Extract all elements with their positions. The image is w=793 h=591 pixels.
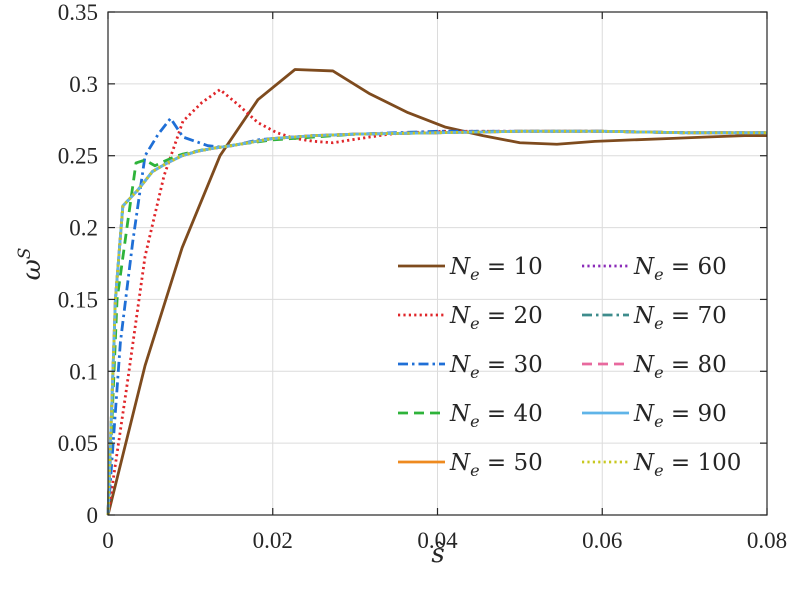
series-lines (106, 68, 767, 516)
legend-label: Ne = 20 (449, 303, 543, 333)
y-tick-label: 0.35 (58, 0, 98, 25)
legend-label-value: = 50 (480, 450, 543, 476)
legend-item: Ne = 30 (398, 352, 543, 382)
series-line-10 (106, 129, 767, 516)
legend-label-sub: e (654, 412, 663, 431)
y-axis-label: ωS (15, 248, 47, 281)
legend-label: Ne = 60 (633, 254, 727, 284)
series-line-1 (106, 68, 767, 516)
y-tick-label: 0.3 (69, 72, 98, 97)
legend-label-var: N (633, 254, 655, 280)
x-tick-label: 0.04 (417, 528, 458, 553)
y-tick-label: 0.1 (69, 359, 98, 384)
legend-label: Ne = 40 (449, 401, 543, 431)
x-axis-label: s̃ (431, 539, 446, 569)
legend-label: Ne = 70 (633, 303, 727, 333)
grid-lines (107, 11, 768, 516)
legend-label-var: N (633, 450, 655, 476)
legend-label-value: = 100 (664, 450, 742, 476)
y-tick-label: 0.15 (58, 287, 98, 312)
y-tick-label: 0.2 (69, 216, 98, 241)
y-axis-label-superscript: S (15, 248, 35, 260)
x-tick-label: 0.02 (253, 528, 293, 553)
legend-label-sub: e (470, 314, 479, 333)
legend-label-value: = 80 (664, 352, 727, 378)
legend-label-var: N (449, 450, 471, 476)
legend-label-value: = 20 (480, 303, 543, 329)
legend-item: Ne = 40 (398, 401, 543, 431)
y-tick-label: 0.25 (58, 144, 98, 169)
legend-label-var: N (449, 401, 471, 427)
legend-label-sub: e (470, 265, 479, 284)
legend-label-value: = 40 (480, 401, 543, 427)
legend-label-value: = 90 (664, 401, 727, 427)
y-tick-label: 0.05 (58, 431, 98, 456)
legend-label-sub: e (654, 314, 663, 333)
x-tick-label: 0 (102, 528, 114, 553)
legend-label: Ne = 80 (633, 352, 727, 382)
legend-label-var: N (633, 401, 655, 427)
y-axis-label-base: ω (17, 259, 47, 280)
legend-label-var: N (449, 303, 471, 329)
legend-label-value: = 70 (664, 303, 727, 329)
legend-label: Ne = 90 (633, 401, 727, 431)
legend-label-value: = 60 (664, 254, 727, 280)
axis-ticks (107, 11, 768, 516)
legend-label-var: N (449, 352, 471, 378)
legend-item: Ne = 80 (582, 352, 727, 382)
x-axis-label-text: s̃ (431, 539, 446, 569)
legend-label: Ne = 50 (449, 450, 543, 480)
x-tick-label: 0.08 (747, 528, 787, 553)
legend-item: Ne = 50 (398, 450, 543, 480)
legend-label: Ne = 10 (449, 254, 543, 284)
legend-label-sub: e (654, 461, 663, 480)
y-tick-labels: 0 0.05 0.1 0.15 0.2 0.25 0.3 0.35 (58, 0, 98, 528)
legend-label-sub: e (654, 363, 663, 382)
legend-item: Ne = 60 (582, 254, 727, 284)
legend-label-var: N (633, 303, 655, 329)
legend-label-sub: e (470, 412, 479, 431)
legend-label-sub: e (470, 461, 479, 480)
legend-label-sub: e (654, 265, 663, 284)
legend-label: Ne = 100 (633, 450, 741, 480)
legend-item: Ne = 20 (398, 303, 543, 333)
y-axis-label-text: ωS (15, 248, 47, 281)
legend-label: Ne = 30 (449, 352, 543, 382)
legend-label-value: = 10 (480, 254, 543, 280)
legend-label-var: N (633, 352, 655, 378)
legend-item: Ne = 90 (582, 401, 727, 431)
y-tick-label: 0 (87, 503, 99, 528)
x-tick-label: 0.06 (582, 528, 622, 553)
legend-item: Ne = 100 (582, 450, 741, 480)
legend-item: Ne = 10 (398, 254, 543, 284)
legend-item: Ne = 70 (582, 303, 727, 333)
legend-label-var: N (449, 254, 471, 280)
legend-label-value: = 30 (480, 352, 543, 378)
legend-label-sub: e (470, 363, 479, 382)
x-tick-labels: 0 0.02 0.04 0.06 0.08 (102, 528, 787, 553)
